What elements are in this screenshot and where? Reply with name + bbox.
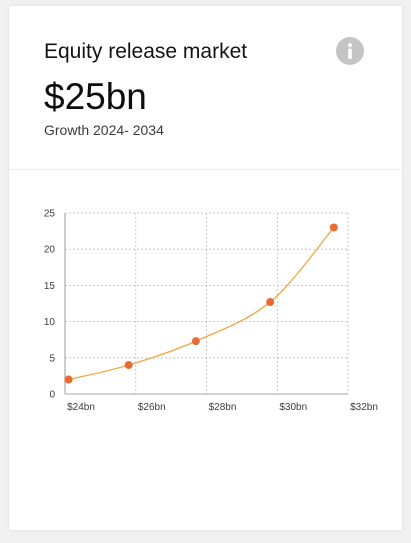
line-chart: 25 20 15 10 5 0 $24bn $26bn $28bn $30bn $32bn	[9, 201, 402, 421]
card-title: Equity release market	[44, 40, 247, 64]
growth-chart: 25 20 15 10 5 0 $24bn $26bn $28bn $30bn $32bn	[9, 201, 402, 421]
card-header: Equity release market $25bn Growth 2024-…	[9, 6, 402, 170]
data-point	[65, 376, 73, 384]
market-value: $25bn	[44, 76, 147, 118]
x-tick-label: $24bn	[67, 402, 95, 413]
x-tick-label: $32bn	[350, 402, 378, 413]
y-tick-label: 25	[44, 209, 56, 220]
y-tick-label: 20	[44, 245, 56, 256]
data-point	[266, 298, 274, 306]
y-tick-label: 10	[44, 317, 56, 328]
market-card: Equity release market $25bn Growth 2024-…	[9, 6, 402, 530]
x-tick-label: $26bn	[138, 402, 166, 413]
data-point	[125, 361, 133, 369]
x-tick-label: $30bn	[279, 402, 307, 413]
info-icon-graphic	[336, 37, 364, 65]
y-tick-label: 0	[49, 390, 55, 401]
data-point	[330, 223, 338, 231]
x-tick-label: $28bn	[209, 402, 237, 413]
data-point	[192, 337, 200, 345]
growth-period: Growth 2024- 2034	[44, 122, 164, 138]
info-icon[interactable]	[336, 37, 364, 65]
y-tick-label: 5	[49, 353, 55, 364]
y-tick-label: 15	[44, 281, 56, 292]
series-line	[69, 227, 334, 379]
